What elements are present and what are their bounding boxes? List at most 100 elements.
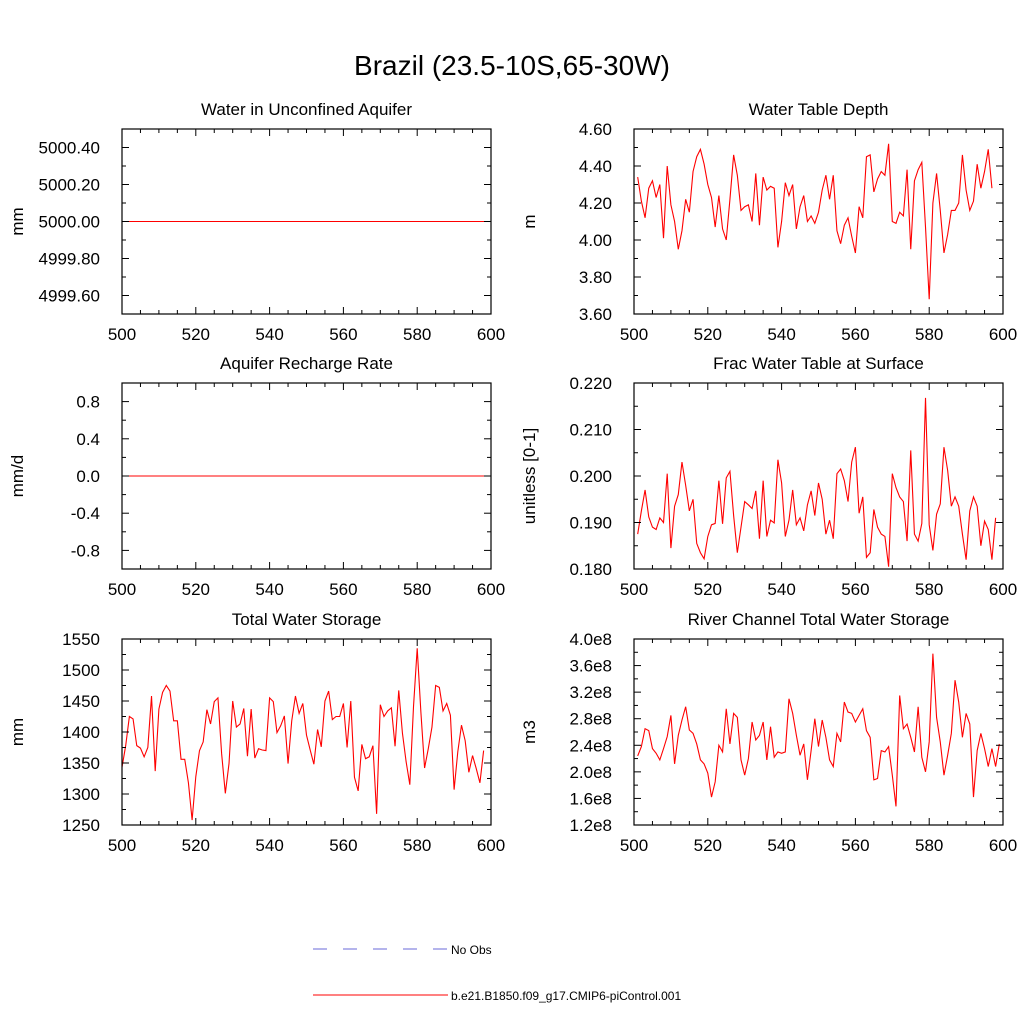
y-tick-label: 1.6e8 bbox=[569, 789, 612, 808]
y-tick-label: 1300 bbox=[62, 785, 100, 804]
x-tick-label: 500 bbox=[620, 836, 648, 855]
x-tick-label: 600 bbox=[477, 325, 505, 344]
panel-6: River Channel Total Water Storage m3 500 52… bbox=[520, 610, 1017, 855]
x-tick-label: 560 bbox=[841, 325, 869, 344]
x-tick-label: 520 bbox=[182, 325, 210, 344]
panel-title: Water Table Depth bbox=[749, 100, 889, 119]
y-tick-label: 4.60 bbox=[579, 120, 612, 139]
x-tick-label: 580 bbox=[403, 580, 431, 599]
x-tick-label: 560 bbox=[841, 836, 869, 855]
legend-label-2: b.e21.B1850.f09_g17.CMIP6-piControl.001 bbox=[451, 989, 681, 1003]
y-tick-label: 1500 bbox=[62, 661, 100, 680]
x-tick-label: 560 bbox=[329, 580, 357, 599]
y-tick-label: 2.0e8 bbox=[569, 763, 612, 782]
x-tick-label: 540 bbox=[255, 325, 283, 344]
x-tick-label: 540 bbox=[767, 580, 795, 599]
x-tick-label: 600 bbox=[989, 325, 1017, 344]
plot-frame bbox=[633, 128, 1004, 315]
y-tick-label: 3.60 bbox=[579, 305, 612, 324]
panel-1: Water in Unconfined Aquifer mm 500 520 540 56… bbox=[8, 100, 505, 344]
x-tick-label: 600 bbox=[477, 836, 505, 855]
series-line bbox=[122, 648, 485, 821]
x-tick-label: 580 bbox=[403, 325, 431, 344]
x-tick-label: 540 bbox=[767, 836, 795, 855]
y-tick-label: 0.200 bbox=[569, 467, 612, 486]
y-tick-label: 4.40 bbox=[579, 157, 612, 176]
x-tick-label: 520 bbox=[694, 836, 722, 855]
x-tick-label: 500 bbox=[620, 325, 648, 344]
y-tick-label: 1550 bbox=[62, 630, 100, 649]
x-tick-label: 600 bbox=[477, 580, 505, 599]
panel-2: Water Table Depth m 500 520 540 560 580 600 3.60… bbox=[520, 100, 1017, 344]
y-tick-label: 3.2e8 bbox=[569, 683, 612, 702]
plot-frame bbox=[633, 382, 1004, 570]
x-tick-label: 580 bbox=[915, 580, 943, 599]
panel-title: Frac Water Table at Surface bbox=[713, 354, 924, 373]
series-line bbox=[637, 397, 997, 567]
x-tick-label: 600 bbox=[989, 836, 1017, 855]
y-tick-label: -0.8 bbox=[71, 541, 100, 560]
y-tick-label: 4999.60 bbox=[39, 287, 100, 306]
panel-title: Water in Unconfined Aquifer bbox=[201, 100, 412, 119]
x-tick-label: 560 bbox=[841, 580, 869, 599]
y-axis-label: mm bbox=[8, 718, 27, 746]
panel-title: River Channel Total Water Storage bbox=[688, 610, 950, 629]
y-tick-label: 1450 bbox=[62, 692, 100, 711]
x-tick-label: 580 bbox=[915, 836, 943, 855]
x-tick-label: 500 bbox=[108, 325, 136, 344]
y-tick-label: 5000.20 bbox=[39, 176, 100, 195]
y-tick-label: 5000.00 bbox=[39, 213, 100, 232]
y-axis-label: mm/d bbox=[8, 455, 27, 498]
legend-label-1: No Obs bbox=[451, 943, 492, 957]
y-tick-label: 0.8 bbox=[76, 393, 100, 412]
x-tick-label: 520 bbox=[694, 580, 722, 599]
y-tick-label: 3.80 bbox=[579, 268, 612, 287]
x-tick-label: 580 bbox=[915, 325, 943, 344]
y-tick-label: 4.00 bbox=[579, 231, 612, 250]
x-tick-label: 520 bbox=[182, 580, 210, 599]
panel-4: Frac Water Table at Surface unitless [0-1… bbox=[520, 354, 1017, 599]
y-axis-label: m3 bbox=[520, 720, 539, 744]
y-tick-label: 0.210 bbox=[569, 421, 612, 440]
y-tick-label: 2.8e8 bbox=[569, 710, 612, 729]
panel-5: Total Water Storage mm 500 520 540 560 580 600 1… bbox=[8, 610, 505, 855]
y-tick-label: 0.4 bbox=[76, 430, 100, 449]
y-tick-label: 0.190 bbox=[569, 514, 612, 533]
y-tick-label: 2.4e8 bbox=[569, 736, 612, 755]
y-tick-label: 4999.80 bbox=[39, 250, 100, 269]
y-tick-label: 5000.40 bbox=[39, 139, 100, 158]
y-tick-label: 0.0 bbox=[76, 467, 100, 486]
x-tick-label: 540 bbox=[255, 580, 283, 599]
x-tick-label: 600 bbox=[989, 580, 1017, 599]
x-tick-label: 560 bbox=[329, 325, 357, 344]
plot-frame bbox=[633, 638, 1004, 826]
y-tick-label: 4.20 bbox=[579, 194, 612, 213]
x-tick-label: 560 bbox=[329, 836, 357, 855]
series-line bbox=[637, 653, 1000, 807]
y-tick-label: 4.0e8 bbox=[569, 630, 612, 649]
x-tick-label: 520 bbox=[182, 836, 210, 855]
y-tick-label: 1250 bbox=[62, 816, 100, 835]
panel-title: Total Water Storage bbox=[232, 610, 382, 629]
y-tick-label: 1400 bbox=[62, 723, 100, 742]
y-tick-label: 1350 bbox=[62, 754, 100, 773]
y-tick-label: 0.180 bbox=[569, 560, 612, 579]
x-tick-label: 500 bbox=[620, 580, 648, 599]
x-tick-label: 540 bbox=[255, 836, 283, 855]
y-axis-label: mm bbox=[8, 207, 27, 235]
y-tick-label: 0.220 bbox=[569, 374, 612, 393]
y-axis-label: unitless [0-1] bbox=[520, 428, 539, 524]
legend: No Obs b.e21.B1850.f09_g17.CMIP6-piContro… bbox=[313, 943, 681, 1003]
panel-title: Aquifer Recharge Rate bbox=[220, 354, 393, 373]
x-tick-label: 540 bbox=[767, 325, 795, 344]
y-tick-label: 1.2e8 bbox=[569, 816, 612, 835]
y-tick-label: 3.6e8 bbox=[569, 657, 612, 676]
x-tick-label: 500 bbox=[108, 580, 136, 599]
x-tick-label: 580 bbox=[403, 836, 431, 855]
y-axis-label: m bbox=[520, 214, 539, 228]
panel-3: Aquifer Recharge Rate mm/d 500 520 540 560 580… bbox=[8, 354, 505, 599]
series-line bbox=[637, 143, 993, 300]
y-tick-label: -0.4 bbox=[71, 504, 100, 523]
x-tick-label: 520 bbox=[694, 325, 722, 344]
